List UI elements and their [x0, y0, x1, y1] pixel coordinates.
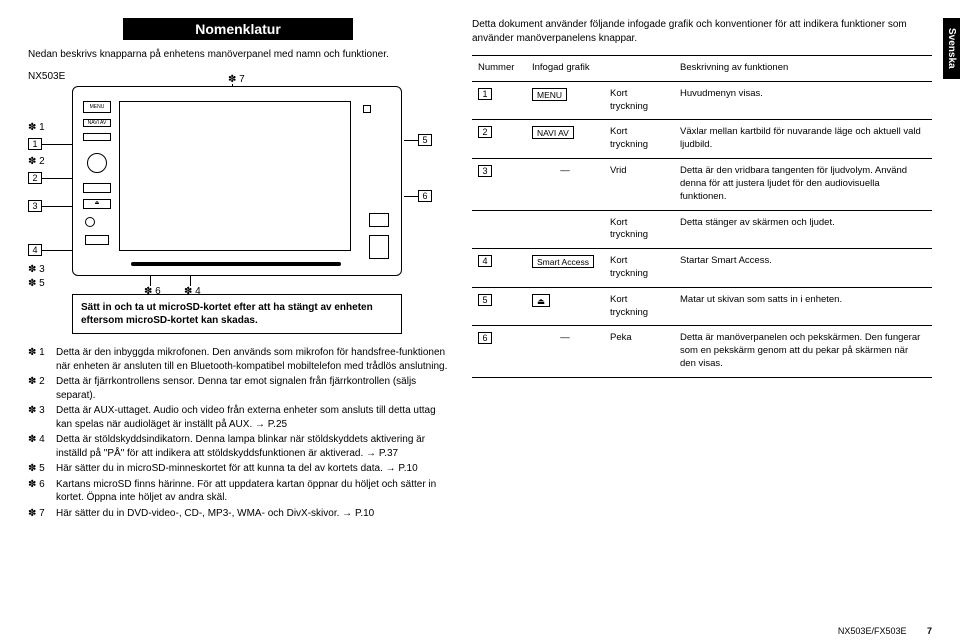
row-action: Vrid [604, 159, 674, 210]
mic-graphic [363, 105, 371, 113]
row-num: 4 [478, 255, 492, 267]
note-text: Detta är den inbyggda mikrofonen. Den an… [56, 346, 448, 373]
row-desc: Detta är manöverpanelen och pekskärmen. … [674, 326, 932, 377]
row-graphic: — [526, 159, 604, 210]
row-num: 6 [478, 332, 492, 344]
note-text: Detta är stöldskyddsindikatorn. Denna la… [56, 433, 448, 460]
ast-5: ✽ 5 [28, 278, 45, 289]
th-desc: Beskrivning av funktionen [674, 56, 932, 82]
row-desc: Startar Smart Access. [674, 249, 932, 288]
note-text: Detta är fjärrkontrollens sensor. Denna … [56, 375, 448, 402]
microsd-warning: Sätt in och ta ut microSD-kortet efter a… [72, 294, 402, 334]
ast-7: ✽ 7 [228, 74, 245, 85]
row-graphic: MENU [532, 88, 567, 101]
row-num: 3 [478, 165, 492, 177]
row-action: Kort tryckning [604, 81, 674, 120]
th-blank [604, 56, 674, 82]
note-num: ✽ 4 [28, 433, 52, 460]
language-tab: Svenska [943, 18, 960, 79]
table-row: Kort tryckning Detta stänger av skärmen … [472, 210, 932, 249]
intro-text: Nedan beskrivs knapparna på enhetens man… [28, 48, 448, 61]
eject-graphic: ⏏ [83, 199, 111, 209]
row-graphic: NAVI AV [532, 126, 574, 139]
sd-slot-graphic [85, 235, 109, 245]
note-num: ✽ 2 [28, 375, 52, 402]
note-num: ✽ 1 [28, 346, 52, 373]
row-desc: Matar ut skivan som satts in i enheten. [674, 287, 932, 326]
th-nummer: Nummer [472, 56, 526, 82]
table-row: 1 MENU Kort tryckning Huvudmenyn visas. [472, 81, 932, 120]
right-intro-text: Detta dokument använder följande infogad… [472, 18, 932, 45]
table-row: 4 Smart Access Kort tryckning Startar Sm… [472, 249, 932, 288]
naviav-button-graphic: NAVI AV [83, 119, 111, 127]
row-desc: Huvudmenyn visas. [674, 81, 932, 120]
ast-3: ✽ 3 [28, 264, 45, 275]
callout-4: 4 [28, 244, 42, 256]
row-action: Kort tryckning [604, 249, 674, 288]
side-slot-2 [369, 235, 389, 259]
screen-graphic [119, 101, 351, 251]
note-num: ✽ 5 [28, 462, 52, 476]
note-text: Kartans microSD finns härinne. För att u… [56, 478, 448, 505]
row-desc: Växlar mellan kartbild för nuvarande läg… [674, 120, 932, 159]
table-row: 6 — Peka Detta är manöverpanelen och pek… [472, 326, 932, 377]
left-column: Nomenklatur Nedan beskrivs knapparna på … [28, 18, 448, 522]
row-graphic: ⏏ [532, 294, 550, 307]
note-num: ✽ 7 [28, 507, 52, 521]
function-table: Nummer Infogad grafik Beskrivning av fun… [472, 55, 932, 378]
side-slot-1 [369, 213, 389, 227]
row-num: 2 [478, 126, 492, 138]
th-grafik: Infogad grafik [526, 56, 604, 82]
right-column: Detta dokument använder följande infogad… [472, 18, 932, 522]
asterisk-notes: ✽ 1Detta är den inbyggda mikrofonen. Den… [28, 346, 448, 520]
row-desc: Detta stänger av skärmen och ljudet. [674, 210, 932, 249]
disc-slot-graphic [131, 262, 341, 266]
row-action: Kort tryckning [604, 120, 674, 159]
footer-page: 7 [927, 626, 932, 636]
smart-access-graphic [83, 183, 111, 193]
row-action: Kort tryckning [604, 287, 674, 326]
ast-6: ✽ 6 [144, 286, 161, 297]
table-row: 2 NAVI AV Kort tryckning Växlar mellan k… [472, 120, 932, 159]
audio-off-graphic [83, 133, 111, 141]
callout-1: 1 [28, 138, 42, 150]
callout-5: 5 [418, 134, 432, 146]
menu-button-graphic: MENU [83, 101, 111, 113]
page-title: Nomenklatur [123, 18, 353, 40]
aux-jack-graphic [85, 217, 95, 227]
callout-2: 2 [28, 172, 42, 184]
page-footer: NX503E/FX503E 7 [838, 626, 932, 636]
footer-model: NX503E/FX503E [838, 626, 907, 636]
note-num: ✽ 6 [28, 478, 52, 505]
row-num: 1 [478, 88, 492, 100]
ast-2: ✽ 2 [28, 156, 45, 167]
row-desc: Detta är den vridbara tangenten för ljud… [674, 159, 932, 210]
note-text: Detta är AUX-uttaget. Audio och video fr… [56, 404, 448, 431]
volume-knob-graphic [87, 153, 107, 173]
note-text: Här sätter du in DVD-video-, CD-, MP3-, … [56, 507, 448, 521]
ast-1: ✽ 1 [28, 122, 45, 133]
note-num: ✽ 3 [28, 404, 52, 431]
row-num: 5 [478, 294, 492, 306]
table-row: 3 — Vrid Detta är den vridbara tangenten… [472, 159, 932, 210]
row-action: Peka [604, 326, 674, 377]
callout-6: 6 [418, 190, 432, 202]
row-graphic: Smart Access [532, 255, 594, 268]
ast-4: ✽ 4 [184, 286, 201, 297]
table-row: 5 ⏏ Kort tryckning Matar ut skivan som s… [472, 287, 932, 326]
device-diagram: ✽ 1 1 ✽ 2 2 3 4 ✽ 3 ✽ 5 ✽ 7 5 6 ✽ 6 ✽ 4 [28, 86, 448, 276]
note-text: Här sätter du in microSD-minneskortet fö… [56, 462, 448, 476]
row-action: Kort tryckning [604, 210, 674, 249]
row-graphic: — [526, 326, 604, 377]
callout-3: 3 [28, 200, 42, 212]
